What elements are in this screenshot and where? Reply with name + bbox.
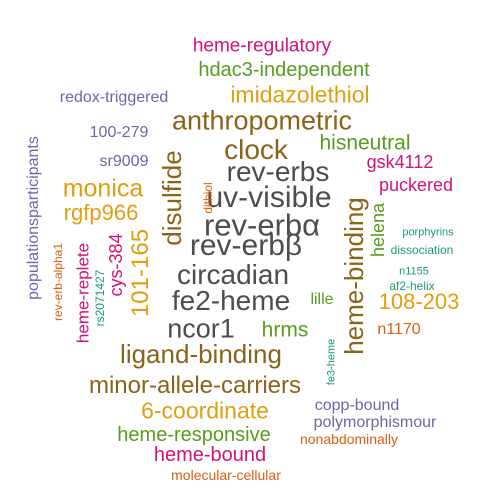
word-minor-allele-carriers: minor-allele-carriers: [88, 372, 302, 399]
word-af2-helix: af2-helix: [389, 279, 435, 293]
word-anthropometric: anthropometric: [171, 105, 353, 136]
word-helena: helena: [368, 202, 388, 258]
word-rs2071427: rs2071427: [93, 269, 107, 327]
word-108-203: 108-203: [378, 289, 460, 314]
word-ncor1: ncor1: [167, 313, 235, 344]
word-fe2-heme: fe2-heme: [171, 285, 291, 316]
word-copp-bound: copp-bound: [314, 397, 400, 414]
word-fe3-heme: fe3-heme: [325, 338, 338, 386]
word-polymorphismour: polymorphismour: [313, 414, 437, 431]
word-monica: monica: [62, 174, 144, 203]
word-6-coordinate: 6-coordinate: [141, 397, 269, 424]
word-uv-visible: uv-visible: [206, 181, 332, 214]
word-rev-erba: rev-erbα: [203, 207, 321, 243]
word-imidazolethiol: imidazolethiol: [230, 81, 370, 108]
word-puckered: puckered: [378, 175, 454, 195]
word-dissociation: dissociation: [390, 243, 454, 257]
word-hisneutral: hisneutral: [319, 131, 411, 155]
word-populationsparticipants: populationsparticipants: [25, 136, 42, 300]
word-101-165: 101-165: [127, 228, 154, 318]
word-rgfp966: rgfp966: [63, 200, 139, 225]
word-heme-bound: heme-bound: [153, 444, 267, 466]
word-lille: lille: [310, 291, 334, 308]
word-molecular-cellular: molecular-cellular: [171, 467, 281, 483]
word-hdac3-independent: hdac3-independent: [198, 59, 370, 81]
word-nonabdominally: nonabdominally: [299, 431, 399, 447]
word-n1155: n1155: [399, 265, 429, 278]
word-n1170: n1170: [377, 321, 421, 338]
word-rev-erbb: rev-erbβ: [189, 229, 303, 262]
word-redox-triggered: redox-triggered: [59, 89, 169, 106]
word-heme-replete: heme-replete: [73, 242, 93, 344]
word-gsk4112: gsk4112: [366, 152, 434, 172]
word-hrms: hrms: [261, 318, 309, 342]
word-cys-384: cys-384: [106, 233, 126, 297]
word-ligand-binding: ligand-binding: [120, 339, 282, 369]
word-circadian: circadian: [176, 259, 290, 290]
word-heme-binding: heme-binding: [339, 197, 369, 355]
word-heme-responsive: heme-responsive: [117, 424, 271, 446]
word-rev-erb-alpha1: rev-erb-alpha1: [51, 242, 65, 322]
word-heme-regulatory: heme-regulatory: [192, 35, 332, 57]
word-100-279: 100-279: [89, 124, 149, 141]
word-disulfide: disulfide: [157, 150, 187, 246]
word-rev-erbs: rev-erbs: [226, 156, 330, 187]
word-porphyrins: porphyrins: [402, 226, 454, 239]
word-clock: clock: [224, 134, 288, 165]
word-sr9009: sr9009: [99, 153, 149, 170]
